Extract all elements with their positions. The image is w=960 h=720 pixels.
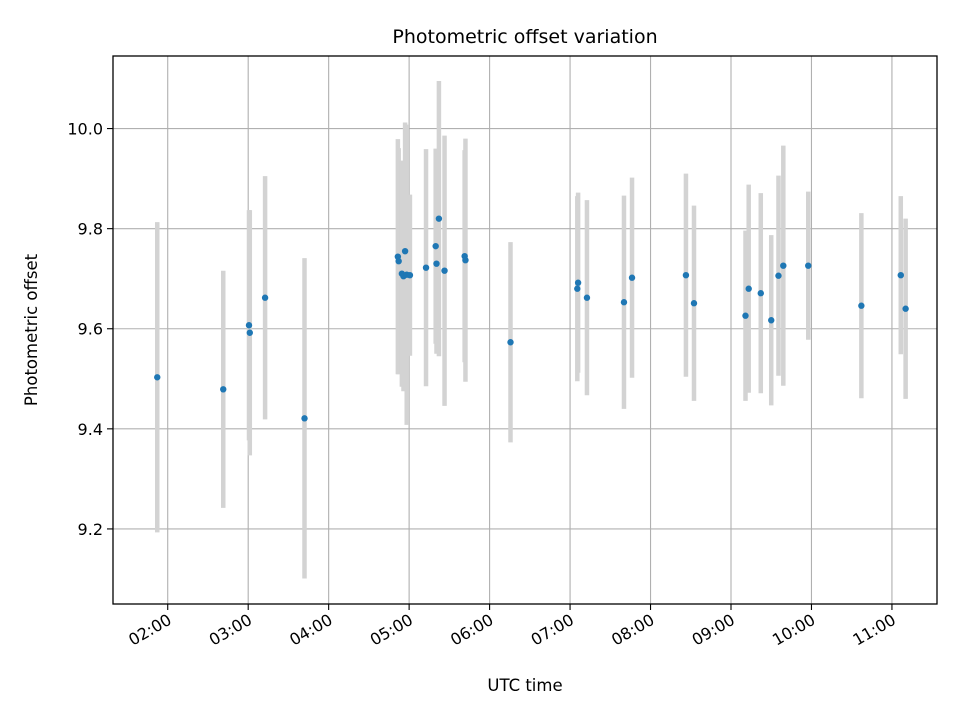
data-point <box>401 247 409 255</box>
data-point <box>246 329 253 336</box>
y-tick-label: 9.2 <box>78 520 103 539</box>
data-point <box>682 272 690 279</box>
data-point <box>742 312 749 319</box>
data-point <box>574 279 582 286</box>
data-point <box>220 386 227 393</box>
data-point <box>422 264 430 271</box>
data-point <box>897 272 904 279</box>
y-tick-label: 10.0 <box>67 120 103 139</box>
data-point <box>261 294 269 301</box>
data-point <box>858 302 865 309</box>
y-tick-label: 9.8 <box>78 220 103 239</box>
data-point <box>620 299 628 306</box>
data-point <box>435 215 443 222</box>
data-point <box>395 257 402 265</box>
data-point <box>574 285 581 292</box>
data-point <box>154 374 161 381</box>
y-tick-label: 9.4 <box>78 420 103 439</box>
x-axis-label: UTC time <box>487 676 562 695</box>
data-point <box>757 290 764 297</box>
data-points <box>154 215 909 422</box>
data-point <box>433 260 440 267</box>
data-point <box>583 294 591 301</box>
data-point <box>805 262 812 269</box>
y-tick-label: 9.6 <box>78 320 103 339</box>
data-point <box>745 285 752 292</box>
data-point <box>768 317 775 324</box>
data-point <box>902 305 909 312</box>
chart-title: Photometric offset variation <box>392 26 657 48</box>
y-axis-label: Photometric offset <box>22 253 41 406</box>
data-point <box>628 274 636 281</box>
data-point <box>406 272 414 279</box>
data-point <box>690 300 698 307</box>
data-point <box>301 415 308 422</box>
data-point <box>462 256 469 264</box>
data-point <box>245 322 253 329</box>
plot-area-frame <box>112 55 938 605</box>
data-point <box>507 339 514 346</box>
data-point <box>441 267 448 274</box>
data-point <box>432 242 439 250</box>
data-point <box>775 272 782 279</box>
data-point <box>780 262 787 269</box>
